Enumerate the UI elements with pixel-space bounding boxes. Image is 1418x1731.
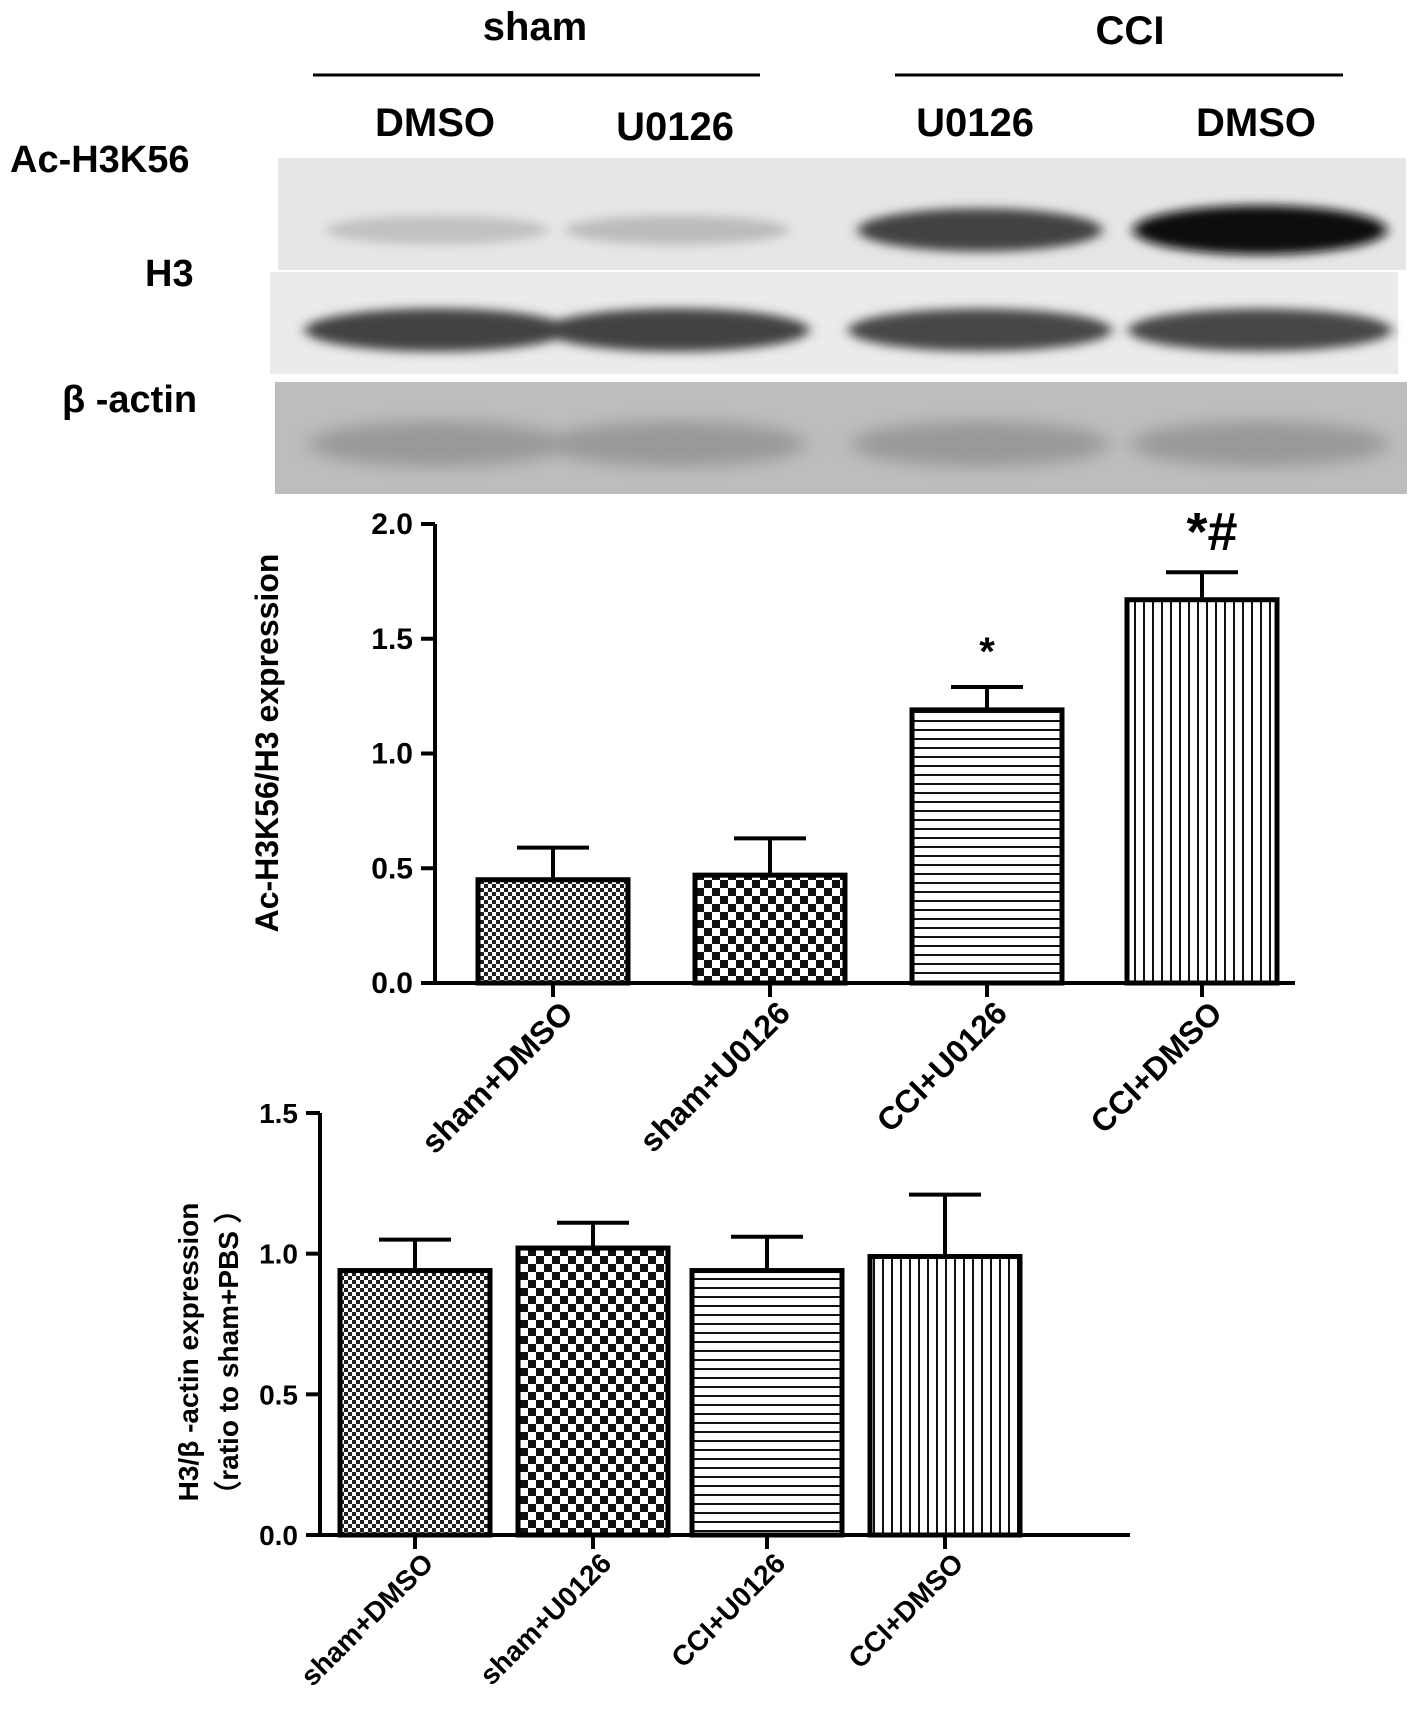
blot-strip-ac-h3k56 [278, 158, 1406, 270]
chart2-ylabel: H3/β -actin expression [173, 1203, 204, 1502]
band-h3-1 [304, 308, 570, 352]
chart2-bar-1 [337, 1268, 493, 1538]
western-blot: sham CCI DMSO U0126 U0126 DMSO Ac-H3K56 … [10, 5, 1407, 494]
band--actin-1 [308, 421, 566, 467]
blot-strip-h3 [270, 272, 1398, 374]
chart2-ytick-label: 0.5 [259, 1379, 298, 1410]
chart1-annotation-3: * [979, 630, 995, 674]
chart2-ytick-label: 0.0 [259, 1520, 298, 1551]
band-ac-h3k56-1 [325, 215, 549, 245]
band--actin-2 [548, 421, 806, 467]
chart2-bar-3 [689, 1268, 845, 1538]
row-label-ac-h3k56: Ac-H3K56 [10, 139, 190, 181]
band-h3-4 [1128, 308, 1392, 352]
group-label-cci: CCI [1096, 9, 1165, 53]
chart1-xlabel-4: CCI+DMSO [1083, 994, 1229, 1140]
band--actin-4 [1131, 421, 1389, 467]
chart2-xlabel-3: CCI+U0126 [665, 1547, 791, 1673]
chart1-ytick-label: 0.0 [371, 967, 413, 1000]
chart1-xlabel-1: sham+DMSO [414, 994, 580, 1160]
chart1-bar-1 [475, 877, 631, 986]
lane-label-4: DMSO [1196, 101, 1316, 145]
lane-label-1: DMSO [375, 101, 495, 145]
chart1-bar-2 [692, 872, 848, 986]
row-label-beta-actin: β -actin [62, 379, 197, 421]
group-label-sham: sham [483, 5, 588, 49]
band-ac-h3k56-3 [857, 208, 1103, 252]
band--actin-3 [851, 421, 1109, 467]
chart1-ytick-label: 2.0 [371, 508, 413, 541]
chart1-xlabel-3: CCI+U0126 [870, 994, 1014, 1138]
chart2-ytick-label: 1.5 [259, 1098, 298, 1129]
chart-h3-beta-actin: H3/β -actin expression （ratio to sham+PB… [173, 1098, 1130, 1692]
chart1-bar-4 [1124, 597, 1280, 986]
lane-label-2: U0126 [616, 105, 734, 149]
chart-ac-h3k56: Ac-H3K56/H3 expression 0.0 0.5 1.0 1.5 2.0 *… [249, 502, 1295, 1160]
chart1-ytick-label: 1.5 [371, 623, 413, 656]
band-h3-3 [848, 308, 1112, 352]
band-ac-h3k56-2 [565, 215, 789, 245]
chart2-bar-2 [515, 1245, 671, 1538]
chart1-ytick-label: 0.5 [371, 852, 413, 885]
chart2-bar-4 [867, 1253, 1023, 1538]
chart2-ytick-label: 1.0 [259, 1239, 298, 1270]
band-ac-h3k56-4 [1133, 205, 1387, 255]
row-label-h3: H3 [145, 253, 194, 295]
chart2-xlabel-4: CCI+DMSO [842, 1547, 969, 1674]
chart1-annotation-4: *# [1186, 502, 1237, 562]
band-h3-2 [544, 308, 810, 352]
chart1-ytick-label: 1.0 [371, 738, 413, 771]
chart2-xlabel-2: sham+U0126 [474, 1547, 618, 1691]
chart2-xlabel-1: sham+DMSO [295, 1547, 440, 1692]
chart1-xlabel-2: sham+U0126 [632, 994, 796, 1158]
chart1-bar-3 [909, 707, 1065, 986]
chart2-ylabel-2: （ratio to sham+PBS ） [212, 1195, 244, 1509]
lane-label-3: U0126 [916, 101, 1034, 145]
chart1-ylabel: Ac-H3K56/H3 expression [249, 554, 285, 933]
blot-strip-beta-actin [275, 382, 1407, 494]
